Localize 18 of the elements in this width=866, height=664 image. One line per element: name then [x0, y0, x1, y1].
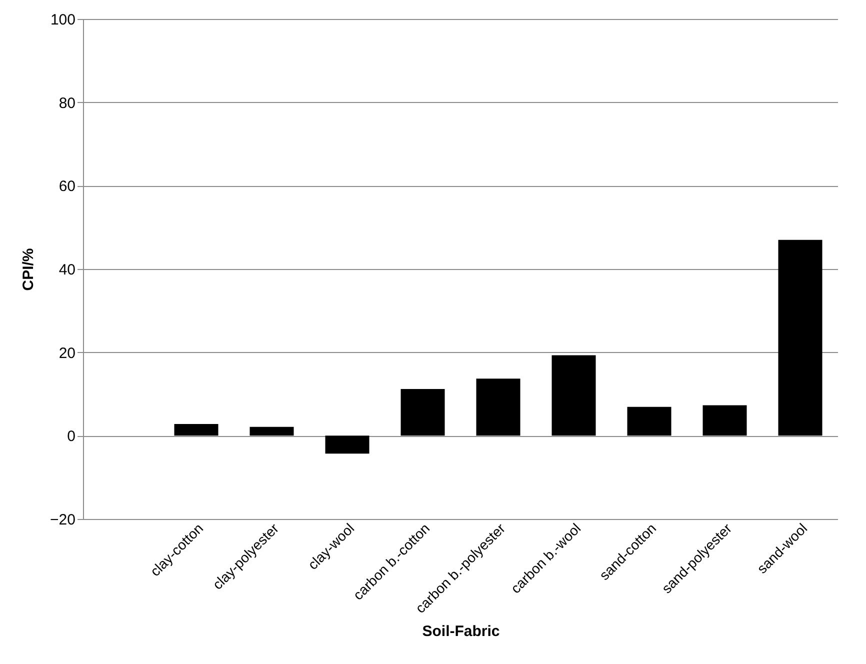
- bar: [250, 426, 294, 436]
- y-tick-label: 60: [58, 178, 76, 196]
- y-tick-label: 80: [58, 94, 76, 112]
- y-axis-title: CPI/%: [20, 248, 38, 291]
- y-tick-label: −20: [50, 512, 76, 528]
- y-tick-label: 0: [67, 428, 76, 446]
- bar: [400, 389, 445, 436]
- bar: [627, 406, 672, 436]
- bar: [174, 424, 218, 436]
- bar: [325, 436, 370, 454]
- y-tick-label: 40: [58, 262, 76, 278]
- bar: [476, 378, 520, 436]
- y-tick-label: 20: [58, 344, 76, 362]
- bar: [778, 240, 822, 436]
- y-tick-label: 100: [50, 12, 76, 28]
- bar: [702, 405, 747, 436]
- x-axis-title: Soil-Fabric: [422, 623, 500, 640]
- bar: [552, 355, 596, 436]
